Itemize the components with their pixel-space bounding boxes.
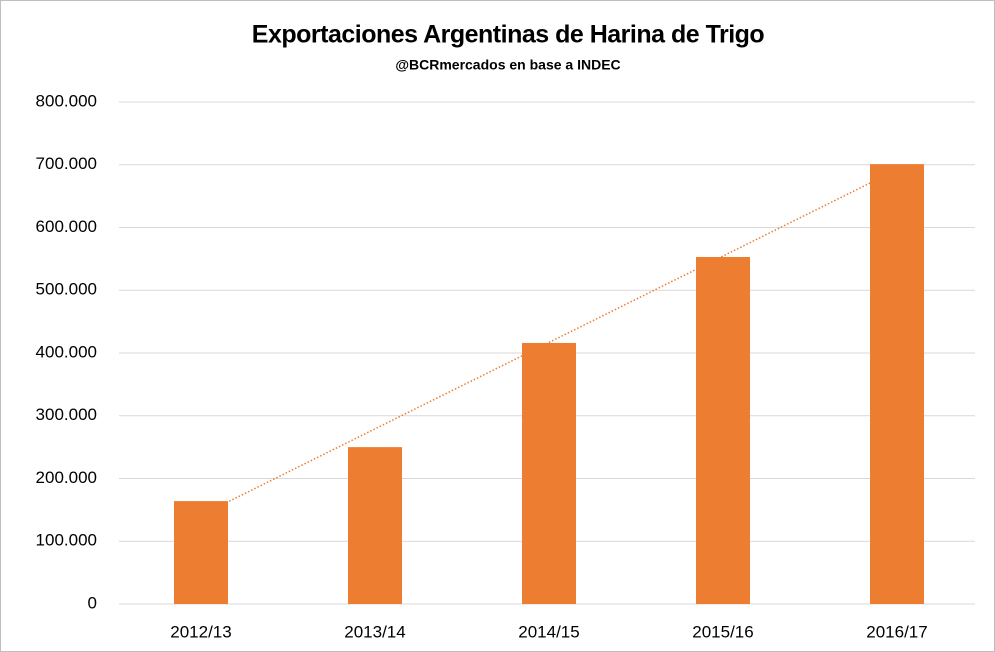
- y-tick-label: 700.000: [36, 154, 97, 173]
- x-tick-label: 2013/14: [344, 622, 405, 641]
- y-tick-label: 500.000: [36, 280, 97, 299]
- y-tick-label: 600.000: [36, 217, 97, 236]
- y-tick-label: 400.000: [36, 342, 97, 361]
- x-tick-label: 2014/15: [518, 622, 579, 641]
- y-tick-label: 200.000: [36, 468, 97, 487]
- bar: [696, 256, 750, 604]
- chart-title: Exportaciones Argentinas de Harina de Tr…: [252, 21, 765, 49]
- x-tick-label: 2016/17: [866, 622, 927, 641]
- x-tick-label: 2012/13: [170, 622, 231, 641]
- x-tick-label: 2015/16: [692, 622, 753, 641]
- y-tick-label: 300.000: [36, 405, 97, 424]
- bar: [870, 164, 924, 604]
- chart-subtitle: @BCRmercados en base a INDEC: [395, 57, 620, 73]
- y-tick-label: 800.000: [36, 91, 97, 110]
- bar: [522, 342, 576, 604]
- bar: [348, 447, 402, 604]
- bar: [174, 501, 228, 604]
- y-tick-label: 0: [88, 593, 97, 612]
- y-tick-label: 100.000: [36, 531, 97, 550]
- trendline: [200, 168, 898, 516]
